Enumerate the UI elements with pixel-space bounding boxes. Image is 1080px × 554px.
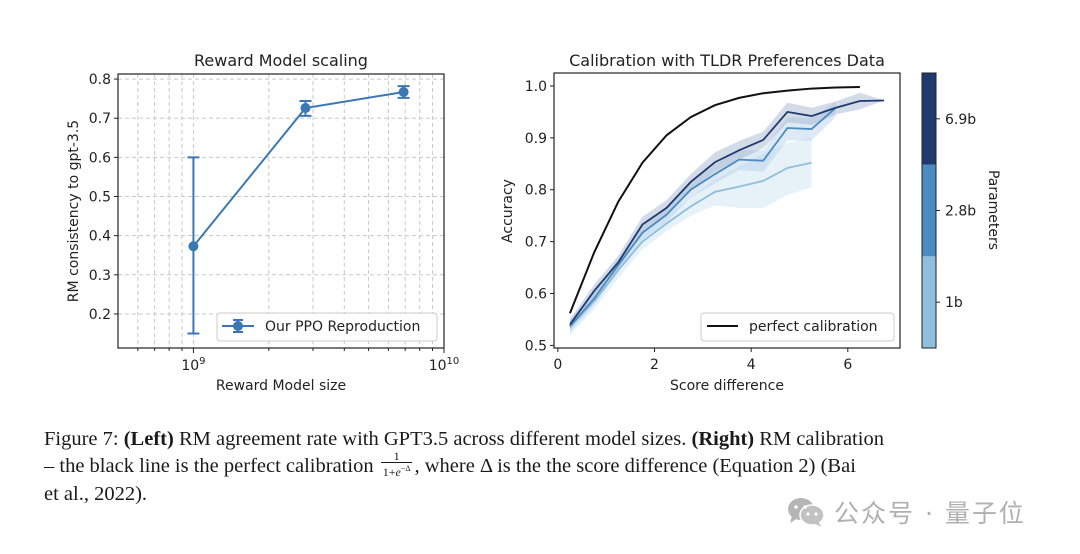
colorbar-tick-label: 1b (945, 295, 963, 311)
y-tick-label: 0.3 (89, 268, 111, 284)
caption-line-1: Figure 7: (Left) RM agreement rate with … (44, 426, 1044, 453)
watermark: 公众号 · 量子位 (786, 494, 1026, 530)
right-confidence-bands (569, 92, 885, 336)
left-legend: Our PPO Reproduction (216, 312, 438, 342)
colorbar-frame (921, 72, 937, 349)
y-tick-label: 0.6 (89, 150, 111, 166)
denominator-exponent: −Δ (400, 464, 411, 474)
left-axes-frame (117, 73, 445, 349)
left-gridlines (118, 74, 444, 348)
caption-left-text: RM agreement rate with GPT3.5 across dif… (173, 428, 692, 450)
confidence-band-2.8b (569, 101, 836, 333)
colorbar-tick-label: 2.8b (945, 204, 976, 220)
denominator-one-plus: 1+ (382, 465, 396, 480)
x-tick-exponent: 9 (199, 356, 205, 367)
y-tick-label: 0.5 (89, 190, 111, 206)
left-chart-title: Reward Model scaling (194, 51, 368, 70)
colorbar-segment-1b (922, 256, 936, 348)
right-axes-frame (553, 72, 901, 349)
caption-line-3: et al., 2022). (44, 483, 148, 506)
caption-figure-label: Figure 7: (44, 428, 119, 450)
y-tick-label: 0.2 (89, 307, 111, 323)
left-x-axis-label: Reward Model size (216, 378, 346, 394)
caption-right-label: (Right) (691, 428, 755, 450)
colorbar-segment-2.8b (922, 164, 936, 257)
series-line (192, 91, 404, 247)
caption-line2-end: , where Δ is the the score difference (E… (414, 455, 856, 477)
caption-left-label: (Left) (123, 428, 174, 450)
caption-line2-start: – the black line is the perfect calibrat… (44, 455, 379, 477)
y-tick-label: 0.9 (525, 131, 547, 147)
y-tick-label: 0.7 (89, 111, 111, 127)
figure: Reward Model scaling 0.20.30.40.50.60.70… (66, 51, 1001, 394)
y-tick-label: 0.8 (525, 183, 547, 199)
x-tick-label: 4 (747, 357, 756, 373)
series-line-6.9b (569, 99, 885, 326)
right-x-axis-label: Score difference (670, 378, 784, 394)
colorbar: 1b 2.8b 6.9b (922, 73, 976, 348)
right-legend-box (700, 312, 895, 342)
right-y-axis-label: Accuracy (500, 179, 516, 243)
y-tick-label: 0.6 (525, 287, 547, 303)
y-tick-label: 0.5 (525, 338, 547, 354)
x-tick-label: 2 (650, 357, 659, 373)
right-series (569, 86, 885, 328)
left-legend-box (216, 312, 438, 342)
data-point (188, 241, 199, 252)
caption-line-2: – the black line is the perfect calibrat… (44, 450, 1044, 481)
colorbar-tick-label: 6.9b (945, 112, 976, 128)
left-chart: Reward Model scaling 0.20.30.40.50.60.70… (66, 51, 459, 394)
y-tick-label: 0.7 (525, 235, 547, 251)
series-line-2.8b (569, 107, 837, 327)
confidence-band-6.9b (569, 92, 885, 330)
y-tick-label: 0.4 (89, 229, 111, 245)
x-tick-exponent: 10 (447, 356, 460, 367)
left-y-ticks: 0.2 0.3 0.4 0.5 0.6 0.7 0.8 (89, 72, 118, 323)
x-tick-label: 0 (553, 357, 562, 373)
denominator-e: e (395, 465, 401, 480)
watermark-text: 公众号 · 量子位 (834, 499, 1026, 528)
right-y-ticks: 0.5 0.6 0.7 0.8 0.9 1.0 (525, 79, 554, 354)
colorbar-label: Parameters (985, 170, 1001, 250)
x-tick-label: 6 (843, 357, 852, 373)
figure-caption: Figure 7: (Left) RM agreement rate with … (44, 426, 1044, 508)
right-chart: Calibration with TLDR Preferences Data 0… (500, 51, 1001, 394)
left-x-ticks: 109 1010 (137, 348, 460, 374)
right-x-ticks: 0 2 4 6 (553, 348, 852, 373)
right-legend-label: perfect calibration (749, 319, 878, 335)
legend-errorbar-marker-icon (222, 319, 254, 333)
colorbar-segment-6.9b (922, 73, 936, 165)
y-tick-label: 0.8 (89, 72, 111, 88)
data-point (300, 103, 311, 114)
x-tick-label: 109 (181, 356, 205, 374)
left-y-axis-label: RM consistency to gpt-3.5 (66, 120, 82, 302)
confidence-band-1b (569, 137, 812, 336)
data-point (398, 87, 409, 98)
y-tick-label: 1.0 (525, 79, 547, 95)
sigmoid-fraction: 1 1+e−Δ (380, 450, 413, 478)
left-series (187, 85, 410, 335)
caption-right-text: RM calibration (754, 428, 884, 450)
left-legend-label: Our PPO Reproduction (265, 319, 420, 335)
right-legend: perfect calibration (700, 312, 895, 342)
perfect-calibration-line (569, 86, 860, 314)
wechat-icon (788, 498, 825, 527)
series-line-1b (569, 161, 812, 328)
fraction-numerator: 1 (380, 450, 413, 464)
fraction-denominator: 1+e−Δ (381, 463, 413, 478)
x-tick-label: 1010 (429, 356, 460, 374)
right-chart-title: Calibration with TLDR Preferences Data (569, 51, 885, 70)
